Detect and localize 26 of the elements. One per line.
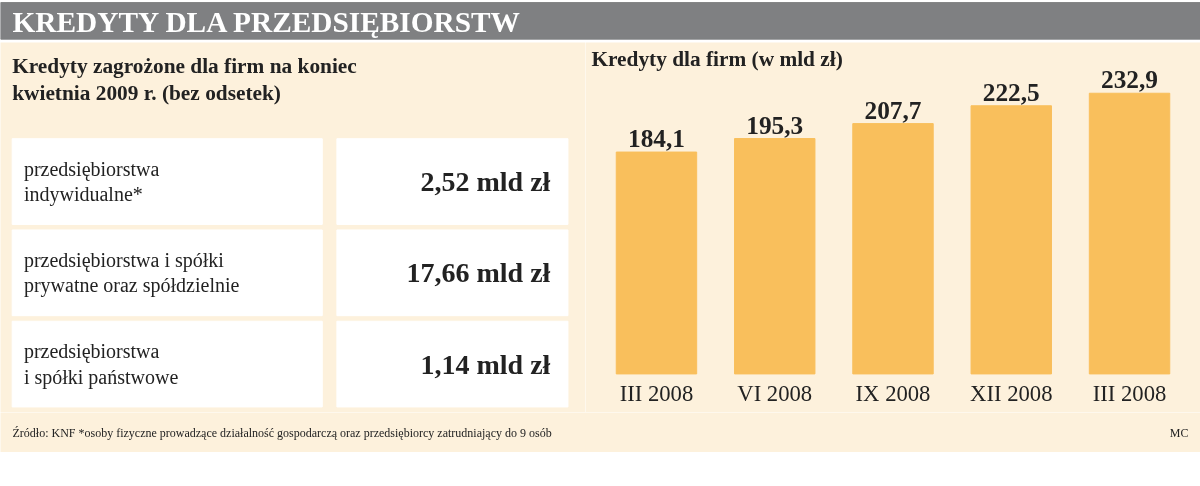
x-tick-label: VI 2008: [737, 381, 813, 407]
x-tick-label: XII 2008: [970, 381, 1053, 407]
category-label: przedsiębiorstwa i spółki prywatne oraz spółdzielnie: [23, 249, 240, 298]
bar: [1088, 92, 1171, 375]
bar: [970, 105, 1052, 375]
category-label: przedsiębiorstwa indywidualne*: [23, 157, 160, 207]
data-label: 1,14 mld zł: [420, 348, 551, 380]
x-tick-label: III 2008: [1092, 381, 1167, 407]
chart-title: Kredyty dla firm (w mld zł): [591, 47, 843, 72]
data-label: 184,1: [627, 124, 685, 153]
text: KREDYTY DLA PRZEDSIĘBIORSTW: [12, 5, 520, 38]
text: Kredyty zagrożone dla firm na koniec kwietnia 2009 r. (bez odsetek): [12, 53, 357, 106]
text: Źródło: KNF *osoby fizyczne prowadzące działalność gospodarczą oraz przedsiębiorcy zatrudniający do 9 osób: [12, 425, 552, 440]
data-label: 195,3: [746, 110, 804, 139]
bar: [852, 123, 934, 375]
data-label: 222,5: [982, 77, 1040, 106]
text: MC: [1169, 425, 1189, 440]
data-label: 2,52 mld zł: [420, 166, 551, 198]
category-label: przedsiębiorstwa i spółki państwowe: [23, 340, 179, 389]
x-tick-label: III 2008: [619, 381, 694, 407]
data-label: 207,7: [864, 95, 922, 124]
bar: [615, 151, 698, 375]
bar: [734, 138, 816, 375]
data-label: 17,66 mld zł: [406, 257, 551, 289]
x-tick-label: IX 2008: [855, 381, 931, 407]
data-label: 232,9: [1101, 65, 1159, 94]
